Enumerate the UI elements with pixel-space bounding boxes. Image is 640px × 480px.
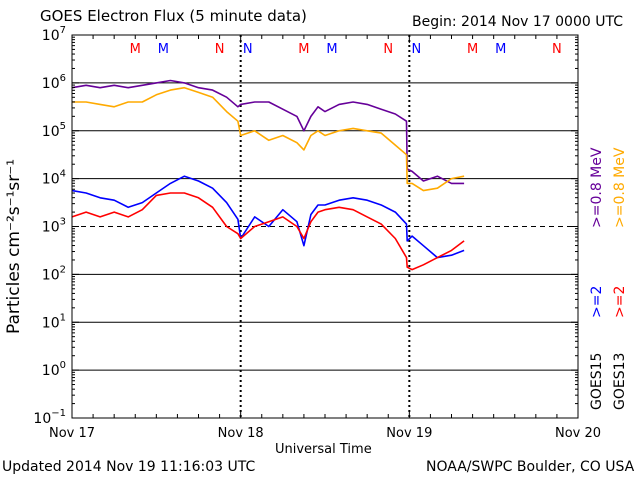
y-tick-label: 100 <box>42 360 66 379</box>
y-tick-label: 103 <box>42 217 66 236</box>
series-line <box>72 86 465 192</box>
day-marker-label: M <box>158 42 169 57</box>
plot-axes: 10−1 100 101 102 103 104 105 106 107 Nov 17 Nov 18… <box>33 25 601 441</box>
y-tick-label: 104 <box>42 169 66 188</box>
chart-title: GOES Electron Flux (5 minute data) <box>40 7 307 25</box>
x-axis-label: Universal Time <box>275 442 372 457</box>
day-marker-label: M <box>130 42 141 57</box>
legend-goes15-2mev: >=2 <box>589 285 605 318</box>
y-tick-label: 101 <box>42 312 66 331</box>
day-marker-label: M <box>326 42 337 57</box>
x-tick-label: Nov 17 <box>49 426 95 441</box>
day-marker-label: N <box>552 42 562 57</box>
series-line <box>71 175 465 259</box>
y-tick-label: 106 <box>42 73 66 92</box>
x-tick-label: Nov 18 <box>218 426 264 441</box>
y-tick-label: 102 <box>42 264 66 283</box>
day-marker-label: N <box>383 42 393 57</box>
day-marker-label: N <box>243 42 253 57</box>
legend-goes13: GOES13 <box>612 352 628 410</box>
day-marker-label: M <box>495 42 506 57</box>
updated-timestamp: Updated 2014 Nov 19 11:16:03 UTC <box>2 459 256 475</box>
y-axis-label: Particles cm⁻²s⁻¹sr⁻¹ <box>4 158 24 334</box>
legend-goes15-08mev: >=0.8 MeV <box>589 147 605 228</box>
y-tick-label: 10−1 <box>33 408 66 427</box>
plot-grid <box>72 35 578 418</box>
y-tick-label: 105 <box>42 121 66 140</box>
series-line <box>71 79 465 185</box>
x-tick-label: Nov 20 <box>555 426 601 441</box>
series-layer <box>71 79 465 271</box>
y-tick-label: 107 <box>42 25 66 44</box>
series-line <box>71 192 465 271</box>
day-marker-label: N <box>411 42 421 57</box>
legend-goes15: GOES15 <box>589 352 605 410</box>
day-marker-label: N <box>215 42 225 57</box>
begin-time-label: Begin: 2014 Nov 17 0000 UTC <box>412 14 623 30</box>
day-marker-label: M <box>298 42 309 57</box>
legend-goes13-2mev: >=2 <box>612 285 628 318</box>
day-marker-label: M <box>467 42 478 57</box>
x-tick-label: Nov 19 <box>386 426 432 441</box>
legend-goes13-08mev: >=0.8 MeV <box>612 147 628 228</box>
credit-label: NOAA/SWPC Boulder, CO USA <box>426 459 635 475</box>
